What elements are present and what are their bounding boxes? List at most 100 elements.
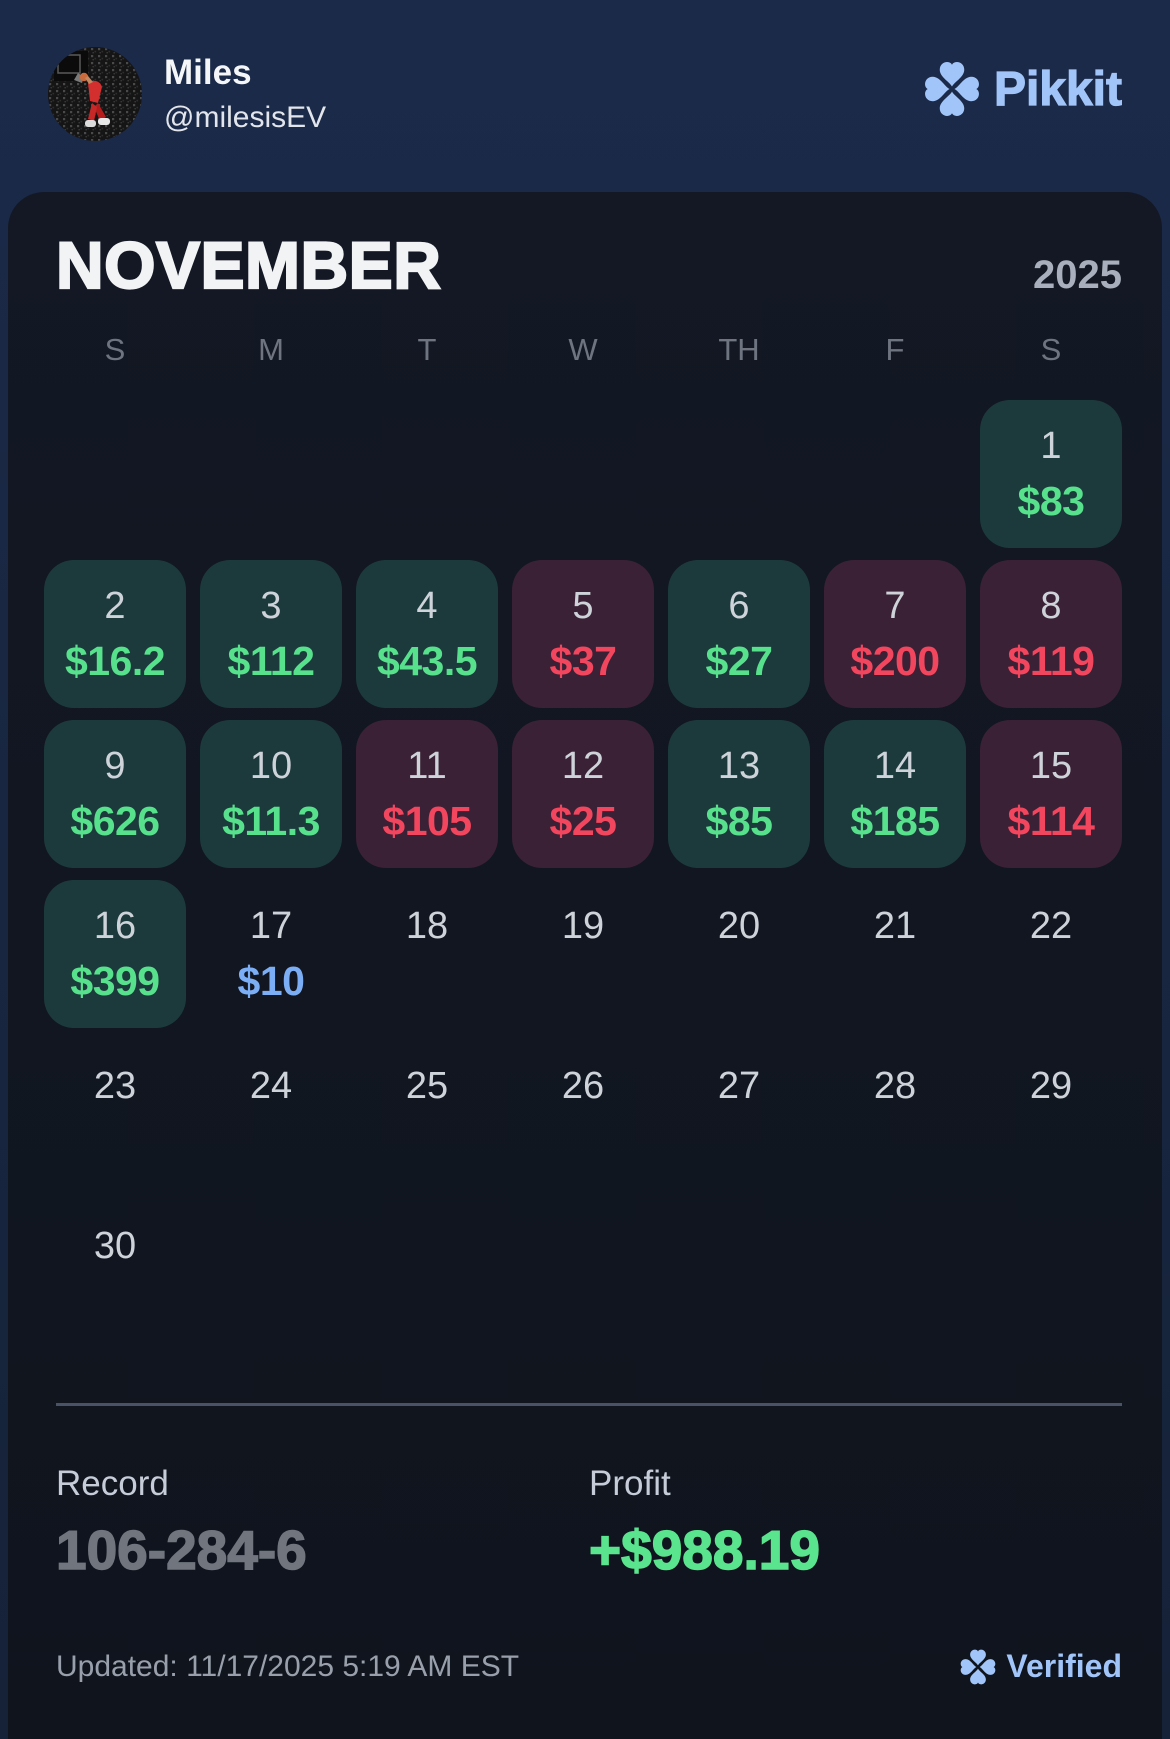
- day-number: 25: [405, 1064, 449, 1107]
- day-cell-11[interactable]: 11 $105: [356, 720, 498, 868]
- user-handle: @milesisEV: [164, 101, 327, 135]
- day-cell-2[interactable]: 2 $16.2: [44, 560, 186, 708]
- record-label: Record: [56, 1464, 169, 1503]
- day-value: $16.2: [64, 637, 166, 684]
- year-label: 2025: [1033, 253, 1122, 297]
- day-number: 22: [1029, 904, 1073, 947]
- day-value: $10: [237, 957, 305, 1004]
- pikkit-clover-icon: [924, 61, 980, 117]
- month-title: NOVEMBER: [55, 228, 442, 302]
- day-number: 6: [728, 584, 750, 627]
- day-number: 24: [249, 1064, 293, 1107]
- day-cell-15[interactable]: 15 $114: [980, 720, 1122, 868]
- day-number: 27: [717, 1064, 761, 1107]
- day-number: 20: [717, 904, 761, 947]
- summary-row: Record 106-284-6 Profit +$988.19: [8, 1464, 1162, 1582]
- day-cell-14[interactable]: 14 $185: [824, 720, 966, 868]
- day-number: 3: [260, 584, 282, 627]
- day-cell-6[interactable]: 6 $27: [668, 560, 810, 708]
- brand-logo[interactable]: Pikkit: [924, 61, 1123, 117]
- verified-label: Verified: [1006, 1648, 1122, 1684]
- day-number: 11: [407, 744, 447, 787]
- day-number: 7: [884, 584, 906, 627]
- updated-timestamp: Updated: 11/17/2025 5:19 AM EST: [56, 1649, 520, 1683]
- day-number: 8: [1040, 584, 1062, 627]
- calendar-grid: 1 $83 2 $16.2 3 $112 4 $43.5 5 $37 6 $27 7 $200 8 $119 9…: [8, 400, 1162, 1348]
- day-number: 2: [104, 584, 126, 627]
- day-number: 30: [93, 1224, 137, 1267]
- record-value: 106-284-6: [55, 1518, 307, 1582]
- day-cell-17[interactable]: 17 $10: [200, 880, 342, 1028]
- profit-label: Profit: [589, 1464, 671, 1503]
- day-cell-5[interactable]: 5 $37: [512, 560, 654, 708]
- user-identity: Miles @milesisEV: [164, 47, 326, 135]
- avatar[interactable]: [48, 47, 142, 141]
- day-cell-24: 24$0: [200, 1040, 342, 1188]
- day-value: $11.3: [222, 797, 320, 844]
- day-number: 21: [873, 904, 917, 947]
- day-cell-12[interactable]: 12 $25: [512, 720, 654, 868]
- day-cell-25: 25$0: [356, 1040, 498, 1188]
- day-number: 19: [561, 904, 605, 947]
- weekday-label-4: TH: [718, 332, 760, 367]
- day-cell-19: 19$0: [512, 880, 654, 1028]
- day-value: $119: [1007, 637, 1095, 684]
- day-cell-26: 26$0: [512, 1040, 654, 1188]
- day-value: $105: [382, 797, 472, 844]
- day-cell-3[interactable]: 3 $112: [200, 560, 342, 708]
- user-name: Miles: [164, 53, 252, 92]
- weekday-label-6: S: [1040, 332, 1062, 367]
- day-cell-21: 21$0: [824, 880, 966, 1028]
- brand-name: Pikkit: [993, 62, 1122, 116]
- day-value: $112: [227, 637, 315, 684]
- day-number: 16: [93, 904, 137, 947]
- day-number: 15: [1029, 744, 1073, 787]
- day-value: $85: [705, 797, 773, 844]
- weekday-label-5: F: [885, 332, 905, 367]
- day-cell-30: 30$0: [44, 1200, 186, 1348]
- weekday-label-3: W: [568, 332, 598, 367]
- day-number: 18: [405, 904, 449, 947]
- day-number: 28: [873, 1064, 917, 1107]
- day-cell-28: 28$0: [824, 1040, 966, 1188]
- day-number: 26: [561, 1064, 605, 1107]
- day-value: $399: [70, 957, 160, 1004]
- record-block: Record 106-284-6: [55, 1464, 589, 1582]
- verified-badge: Verified: [960, 1648, 1122, 1685]
- day-number: 13: [717, 744, 761, 787]
- day-value: $626: [70, 797, 160, 844]
- weekday-label-0: S: [104, 332, 126, 367]
- day-cell-4[interactable]: 4 $43.5: [356, 560, 498, 708]
- day-cell-16[interactable]: 16 $399: [44, 880, 186, 1028]
- card-footer: Updated: 11/17/2025 5:19 AM EST Verified: [8, 1648, 1162, 1685]
- weekday-label-1: M: [258, 332, 284, 367]
- day-number: 17: [249, 904, 293, 947]
- day-cell-27: 27$0: [668, 1040, 810, 1188]
- day-cell-7[interactable]: 7 $200: [824, 560, 966, 708]
- weekday-header-row: S M T W TH F S: [8, 332, 1162, 368]
- day-cell-10[interactable]: 10 $11.3: [200, 720, 342, 868]
- profile-header: Miles @milesisEV Pikkit: [0, 0, 1170, 192]
- day-cell-1[interactable]: 1 $83: [980, 400, 1122, 548]
- day-cell-29: 29$0: [980, 1040, 1122, 1188]
- day-value: $114: [1007, 797, 1095, 844]
- day-cell-9[interactable]: 9 $626: [44, 720, 186, 868]
- day-value: $43.5: [376, 637, 478, 684]
- summary-divider: [56, 1403, 1122, 1406]
- day-value: $185: [850, 797, 940, 844]
- day-number: 10: [249, 744, 293, 787]
- day-value: $27: [705, 637, 773, 684]
- day-cell-13[interactable]: 13 $85: [668, 720, 810, 868]
- day-number: 9: [104, 744, 126, 787]
- day-cell-20: 20$0: [668, 880, 810, 1028]
- day-number: 12: [561, 744, 605, 787]
- calendar-title-row: NOVEMBER 2025: [8, 192, 1162, 302]
- day-value: $37: [549, 637, 617, 684]
- calendar-card: NOVEMBER 2025 S M T W TH F S 1 $83 2 $16.2 3 $112 4 $…: [8, 192, 1162, 1739]
- day-value: $25: [549, 797, 617, 844]
- day-cell-8[interactable]: 8 $119: [980, 560, 1122, 708]
- day-value: $200: [850, 637, 940, 684]
- day-number: 23: [93, 1064, 137, 1107]
- weekday-label-2: T: [417, 332, 437, 367]
- day-value: $83: [1017, 477, 1085, 524]
